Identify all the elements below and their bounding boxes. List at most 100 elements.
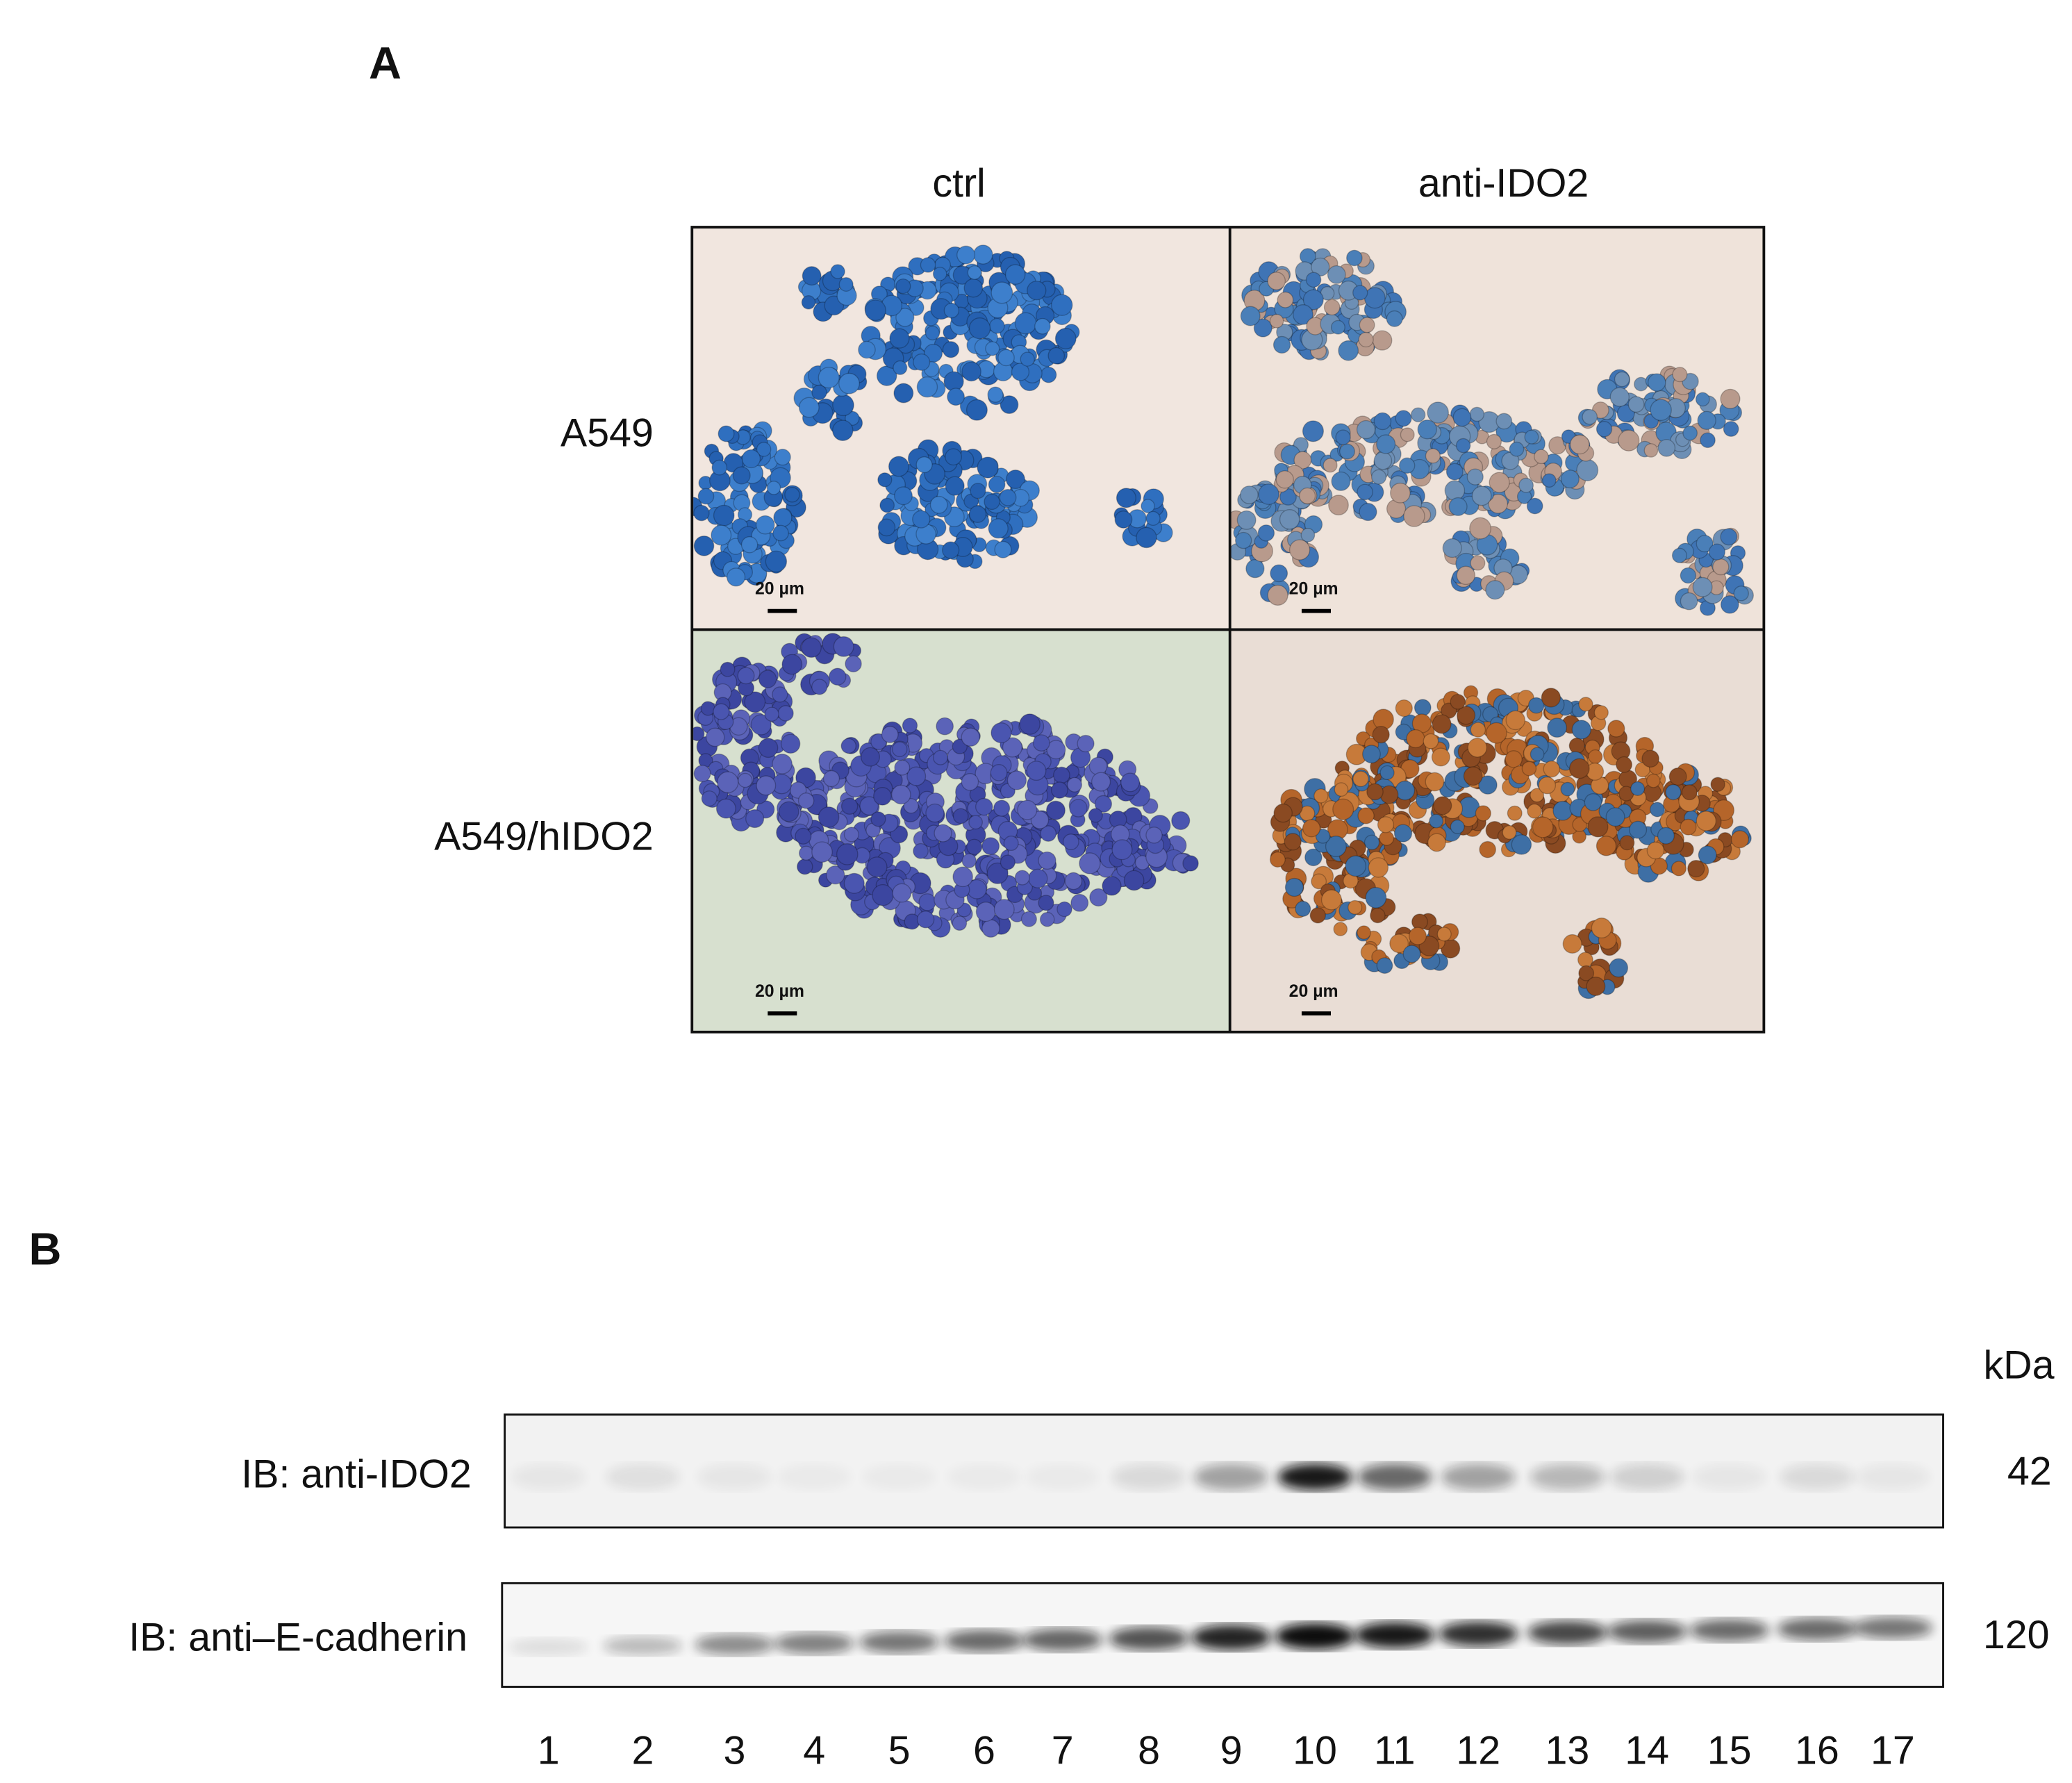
cell xyxy=(718,425,735,442)
cell xyxy=(1245,558,1265,579)
cell xyxy=(797,858,813,875)
cell xyxy=(1069,799,1088,818)
cell xyxy=(1313,788,1329,804)
cell xyxy=(1004,264,1026,285)
cell xyxy=(1064,872,1083,890)
cell xyxy=(1279,509,1300,530)
cell xyxy=(1011,363,1030,381)
cell xyxy=(1682,425,1698,441)
cell xyxy=(912,510,931,529)
cell xyxy=(1325,836,1347,858)
cell xyxy=(711,524,732,546)
cell xyxy=(1034,317,1051,335)
cell-group xyxy=(693,633,1199,938)
band xyxy=(1275,1623,1355,1650)
cell xyxy=(1372,725,1390,744)
cell xyxy=(1524,429,1539,445)
cell xyxy=(1014,312,1037,335)
cell xyxy=(1368,857,1389,878)
cell xyxy=(1568,737,1586,754)
cell xyxy=(766,481,781,495)
cell xyxy=(1408,927,1427,945)
cell xyxy=(1275,470,1294,489)
cell xyxy=(1358,331,1374,348)
cell xyxy=(798,845,814,861)
cell xyxy=(915,456,933,474)
cell xyxy=(822,770,840,788)
cell xyxy=(1511,834,1532,855)
cell xyxy=(1028,868,1048,888)
cell xyxy=(838,372,860,395)
cell xyxy=(1720,388,1741,409)
cell xyxy=(1293,451,1312,470)
cell xyxy=(801,295,816,310)
band xyxy=(1354,1622,1435,1648)
cell xyxy=(913,843,929,859)
lane-label: 2 xyxy=(632,1728,654,1773)
cell xyxy=(1273,335,1291,354)
cell xyxy=(1489,472,1510,493)
cell xyxy=(1046,740,1066,760)
cell xyxy=(1395,780,1416,801)
cell xyxy=(1039,911,1055,927)
cell xyxy=(838,276,854,292)
cell xyxy=(1576,458,1599,481)
band xyxy=(603,1636,683,1655)
cell xyxy=(1020,911,1037,927)
cell xyxy=(1356,420,1376,440)
cell xyxy=(1543,760,1561,778)
scale-bars: 20 µm 20 µm 20 µm 20 µm xyxy=(755,580,1338,1015)
band xyxy=(859,1631,939,1653)
cell xyxy=(961,853,977,868)
cell xyxy=(1448,497,1468,516)
cell xyxy=(1379,830,1395,846)
cell xyxy=(1431,747,1450,767)
cell xyxy=(1507,805,1523,821)
cell xyxy=(697,488,715,505)
cell xyxy=(877,472,893,488)
cell xyxy=(1452,408,1472,427)
cell xyxy=(818,367,840,389)
cell xyxy=(989,317,1005,334)
cell xyxy=(952,915,968,931)
cell xyxy=(1362,745,1381,764)
cell xyxy=(1038,851,1056,870)
cell xyxy=(1530,788,1545,803)
cell xyxy=(1390,482,1411,504)
cell xyxy=(1470,722,1486,738)
cell xyxy=(1005,470,1025,490)
cell xyxy=(1586,977,1606,997)
cell xyxy=(1333,922,1348,936)
cell xyxy=(985,341,1000,356)
band xyxy=(1277,1463,1352,1491)
band xyxy=(1609,1463,1684,1491)
cell xyxy=(1053,766,1070,784)
cell xyxy=(1485,580,1505,600)
cell xyxy=(1505,710,1526,731)
cell xyxy=(903,798,919,814)
cell xyxy=(1079,852,1101,874)
cell xyxy=(1279,488,1297,506)
cell xyxy=(1469,517,1492,540)
cell xyxy=(1364,834,1380,850)
cell xyxy=(1469,406,1485,422)
cell xyxy=(843,827,859,843)
cell xyxy=(925,325,940,341)
cell xyxy=(1572,817,1587,832)
cell xyxy=(1541,688,1561,708)
cell xyxy=(993,899,1015,920)
cell xyxy=(798,397,820,418)
cell xyxy=(1088,756,1108,776)
cell xyxy=(894,486,913,506)
cell xyxy=(920,257,936,273)
cell xyxy=(740,536,759,554)
cell xyxy=(764,706,779,722)
cell xyxy=(1277,291,1294,308)
band xyxy=(1777,1618,1857,1641)
cell xyxy=(1089,888,1108,907)
cell xyxy=(1700,432,1716,449)
cell xyxy=(1323,299,1341,316)
cell xyxy=(991,722,1012,744)
cell xyxy=(1267,272,1286,290)
